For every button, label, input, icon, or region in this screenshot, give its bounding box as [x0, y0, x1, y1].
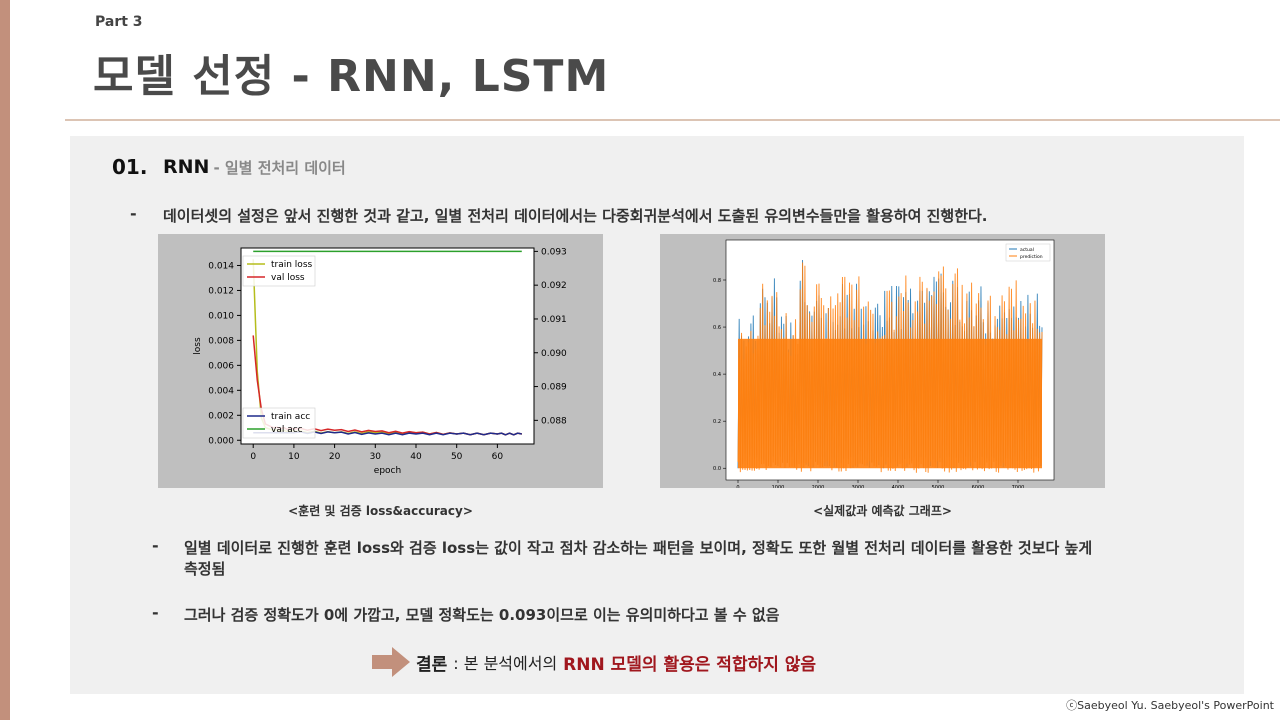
x-tick-label: 3000: [852, 485, 865, 488]
section-heading: RNN - 일별 전처리 데이터: [163, 156, 346, 178]
conclusion-highlight: RNN 모델의 활용은 적합하지 않음: [563, 654, 817, 675]
y2-tick-label: 0.090: [541, 349, 567, 359]
section-subtitle: - 일별 전처리 데이터: [213, 159, 346, 177]
conclusion: 결론 : 본 분석에서의 RNN 모델의 활용은 적합하지 않음: [372, 647, 816, 677]
series-line-train-acc: [253, 431, 522, 436]
y-tick-label: 0.6: [713, 325, 721, 331]
bullet-dash: -: [130, 204, 137, 223]
legend-label: prediction: [1020, 254, 1043, 260]
legend-label: actual: [1020, 247, 1034, 253]
arrow-right-icon: [372, 647, 410, 677]
x-tick-label: 5000: [932, 485, 945, 488]
x-axis-label: epoch: [374, 466, 401, 476]
right-figure-caption: <실제값과 예측값 그래프>: [813, 504, 952, 518]
y-tick-label: 0.2: [713, 419, 721, 425]
y-tick-label: 0.8: [713, 278, 721, 284]
y-tick-label: 0.014: [208, 261, 234, 271]
y-tick-label: 0.004: [208, 386, 234, 396]
conclusion-prefix: : 본 분석에서의: [453, 654, 558, 673]
y-tick-label: 0.008: [208, 336, 234, 346]
bullet-dash: -: [152, 603, 159, 622]
x-tick-label: 20: [329, 452, 341, 462]
prediction-dense-band: [738, 338, 1042, 469]
title-divider: [65, 119, 1280, 121]
y-tick-label: 0.4: [713, 372, 721, 378]
legend-label: train acc: [271, 412, 310, 422]
x-tick-label: 60: [492, 452, 504, 462]
y-tick-label: 0.010: [208, 311, 234, 321]
page-title: 모델 선정 - RNN, LSTM: [93, 51, 610, 102]
legend-label: train loss: [271, 260, 313, 270]
y-tick-label: 0.0: [713, 466, 721, 472]
bullet-point1-line2: 측정됨: [184, 560, 226, 578]
bullet-point2: 그러나 검증 정확도가 0에 가깝고, 모델 정확도는 0.093이므로 이는 …: [184, 606, 780, 624]
y-tick-label: 0.012: [208, 286, 234, 296]
x-tick-label: 10: [288, 452, 300, 462]
x-tick-label: 4000: [892, 485, 905, 488]
legend-box: [242, 255, 316, 287]
legend-label: val loss: [271, 273, 305, 283]
y-tick-label: 0.006: [208, 361, 234, 371]
loss-acc-figure: 0 10 20 30 40 50 60 0.000 0.002 0.004 0.006 0.008 0.…: [158, 234, 603, 488]
y-axis-label: loss: [193, 337, 203, 355]
loss-acc-chart: 0 10 20 30 40 50 60 0.000 0.002 0.004 0.006 0.008 0.…: [193, 247, 567, 476]
x-tick-label: 0: [250, 452, 256, 462]
x-tick-label: 50: [451, 452, 463, 462]
x-tick-label: 6000: [972, 485, 985, 488]
y2-tick-label: 0.092: [541, 281, 567, 291]
accent-left-bar: [0, 0, 10, 720]
bullet-dash: -: [152, 536, 159, 555]
y2-tick-label: 0.093: [541, 247, 567, 257]
y-tick-label: 0.002: [208, 411, 234, 421]
y2-tick-label: 0.091: [541, 315, 567, 325]
x-tick-label: 30: [370, 452, 382, 462]
prediction-chart: 0 1000 2000 3000 4000 5000 6000 7000 0.0 0.2 0.4 0.…: [713, 239, 1055, 491]
bullet-intro: 데이터셋의 설정은 앞서 진행한 것과 같고, 일별 전처리 데이터에서는 다중…: [163, 207, 988, 225]
x-tick-label: 2000: [812, 485, 825, 488]
copyright: ⓒSaebyeol Yu. Saebyeol's PowerPoint: [1066, 699, 1274, 712]
legend-box: [242, 407, 316, 439]
x-tick-label: 1000: [772, 485, 785, 488]
x-tick-label: 7000: [1012, 485, 1025, 488]
x-tick-label: 0: [736, 485, 739, 488]
bullet-point1-line1: 일별 데이터로 진행한 훈련 loss와 검증 loss는 값이 작고 점차 감…: [184, 539, 1093, 557]
x-tick-label: 40: [410, 452, 422, 462]
section-number: 01.: [112, 155, 148, 179]
conclusion-label: 결론: [416, 654, 448, 675]
y-tick-label: 0.000: [208, 436, 234, 446]
y2-tick-label: 0.089: [541, 383, 567, 393]
left-figure-caption: <훈련 및 검증 loss&accuracy>: [288, 504, 473, 518]
prediction-figure: 0 1000 2000 3000 4000 5000 6000 7000 0.0 0.2 0.4 0.…: [660, 234, 1105, 491]
legend-label: val acc: [271, 425, 303, 435]
legend-box: [1005, 243, 1051, 262]
section-title: RNN: [163, 156, 210, 178]
part-label: Part 3: [95, 14, 143, 30]
y2-tick-label: 0.088: [541, 416, 567, 426]
